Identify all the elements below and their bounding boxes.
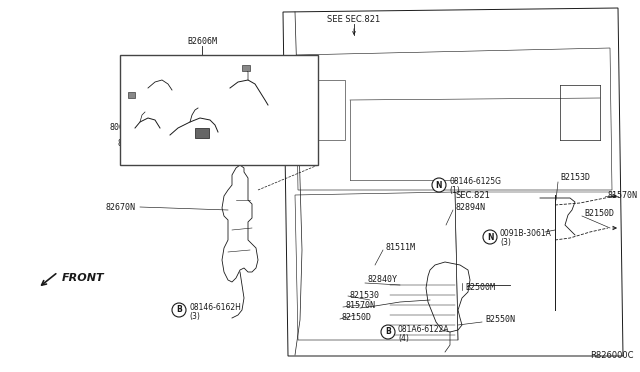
Text: 82670N: 82670N [105, 202, 135, 212]
Text: 82150D: 82150D [342, 314, 372, 323]
Text: 08146-6162H: 08146-6162H [189, 302, 241, 311]
Text: N: N [487, 232, 493, 241]
Text: 82611N: 82611N [118, 138, 148, 148]
Text: 821530: 821530 [350, 291, 380, 299]
Text: B2606M: B2606M [187, 38, 217, 46]
Text: (4): (4) [398, 334, 409, 343]
Bar [195, 128, 209, 138]
Text: SEE SEC.821: SEE SEC.821 [328, 16, 381, 25]
Bar [120, 55, 318, 165]
Text: (3): (3) [500, 238, 511, 247]
Text: 0091B-3061A: 0091B-3061A [500, 230, 552, 238]
Text: 08146-6125G: 08146-6125G [449, 177, 501, 186]
Text: B2550N: B2550N [485, 315, 515, 324]
Text: 82840Y: 82840Y [368, 276, 398, 285]
Text: 81511M: 81511M [386, 244, 416, 253]
Text: R826000C: R826000C [590, 350, 634, 359]
Text: (1): (1) [449, 186, 460, 196]
Text: B2153D: B2153D [560, 173, 590, 183]
Text: N: N [436, 180, 442, 189]
Text: 82894N: 82894N [456, 203, 486, 212]
Circle shape [432, 178, 446, 192]
Text: B: B [385, 327, 391, 337]
Text: B2150D: B2150D [584, 208, 614, 218]
Circle shape [172, 303, 186, 317]
Text: 81570N: 81570N [345, 301, 375, 311]
Text: B2500M: B2500M [465, 283, 495, 292]
Bar [242, 65, 250, 71]
Text: 81570N: 81570N [608, 192, 638, 201]
Text: 80654P: 80654P [110, 124, 140, 132]
Circle shape [381, 325, 395, 339]
Circle shape [483, 230, 497, 244]
Text: B: B [176, 305, 182, 314]
Bar [128, 92, 135, 98]
Text: FRONT: FRONT [62, 273, 104, 283]
Text: 80652P: 80652P [248, 103, 278, 112]
Text: 081A6-6122A: 081A6-6122A [398, 324, 450, 334]
Text: SEC.821: SEC.821 [455, 190, 490, 199]
Text: (3): (3) [189, 311, 200, 321]
